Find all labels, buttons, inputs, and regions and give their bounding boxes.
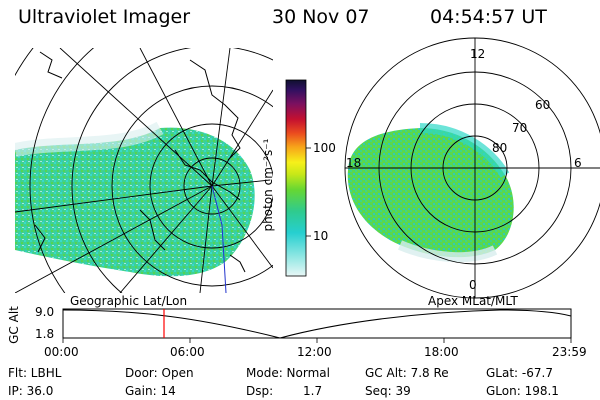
- info-glon: GLon: 198.1: [486, 384, 559, 398]
- instrument-title: Ultraviolet Imager: [18, 6, 191, 28]
- info-gcalt: GC Alt: 7.8 Re: [365, 366, 449, 380]
- mlt-label-18: 18: [346, 156, 362, 170]
- colorbar-tick-100: 100: [313, 141, 336, 155]
- geographic-map: [15, 48, 273, 293]
- altitude-plot: [62, 308, 572, 343]
- info-gain: Gain: 14: [125, 384, 176, 398]
- apex-panel-label: Apex MLat/MLT: [428, 294, 518, 308]
- info-door: Door: Open: [125, 366, 194, 380]
- aurora-emission-geo: [15, 127, 255, 277]
- info-ip: IP: 36.0: [8, 384, 54, 398]
- lat-label-70: 70: [512, 121, 528, 135]
- colorbar-tick-10: 10: [313, 229, 329, 243]
- aurora-emission-polar: [347, 128, 514, 258]
- altitude-axis-label: GC Alt: [7, 306, 21, 344]
- mlt-label-12: 12: [470, 47, 486, 61]
- time-label: 04:54:57 UT: [430, 6, 547, 28]
- lat-label-80: 80: [492, 141, 508, 155]
- info-dsp-label: Dsp:: [246, 384, 274, 398]
- colorbar: [285, 79, 307, 277]
- alt-tick-9: 9.0: [35, 305, 55, 319]
- mlt-label-6: 6: [574, 156, 582, 170]
- apex-polar-plot: [344, 37, 600, 299]
- time-tick-0600: 06:00: [170, 345, 205, 359]
- info-seq: Seq: 39: [365, 384, 411, 398]
- info-glat: GLat: -67.7: [486, 366, 553, 380]
- mlt-label-0: 0: [469, 278, 477, 292]
- info-dsp-value: 1.7: [303, 384, 323, 398]
- colorbar-unit: photon cm⁻²s⁻¹: [261, 138, 275, 232]
- lat-label-60: 60: [535, 98, 551, 112]
- time-tick-0000: 00:00: [44, 345, 79, 359]
- time-tick-1800: 18:00: [424, 345, 459, 359]
- alt-tick-1.8: 1.8: [35, 327, 55, 341]
- time-tick-2359: 23:59: [552, 345, 587, 359]
- info-mode: Mode: Normal: [246, 366, 330, 380]
- info-flt: Flt: LBHL: [8, 366, 62, 380]
- time-tick-1200: 12:00: [297, 345, 332, 359]
- altitude-trace: [62, 309, 572, 339]
- date-label: 30 Nov 07: [272, 6, 370, 28]
- geo-panel-label: Geographic Lat/Lon: [70, 294, 188, 308]
